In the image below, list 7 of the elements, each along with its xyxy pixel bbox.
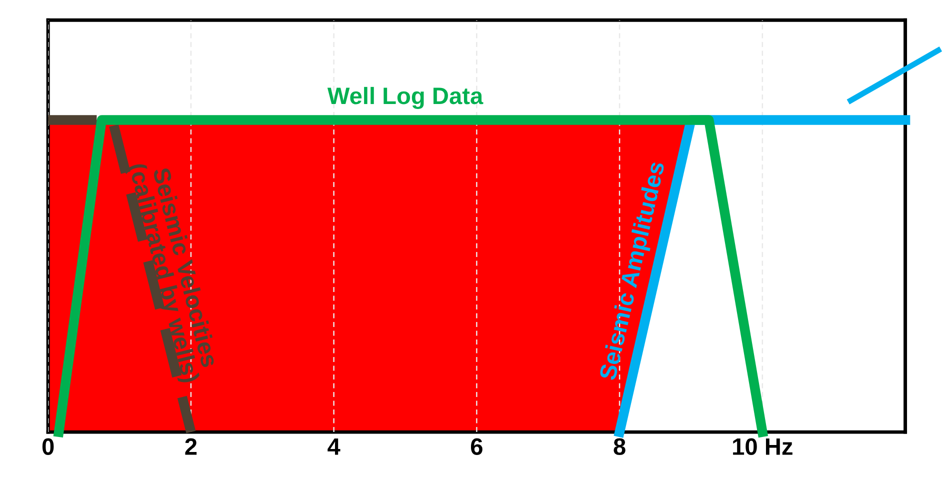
series-label: Well Log Data: [327, 86, 484, 110]
x-tick-label: 4: [328, 438, 340, 455]
x-tick-label: 10 Hz: [733, 438, 792, 455]
x-tick-label: 2: [185, 438, 197, 455]
x-tick-label: 0: [42, 438, 54, 455]
x-tick-label: 8: [614, 438, 626, 455]
x-tick-label: 6: [470, 438, 482, 455]
